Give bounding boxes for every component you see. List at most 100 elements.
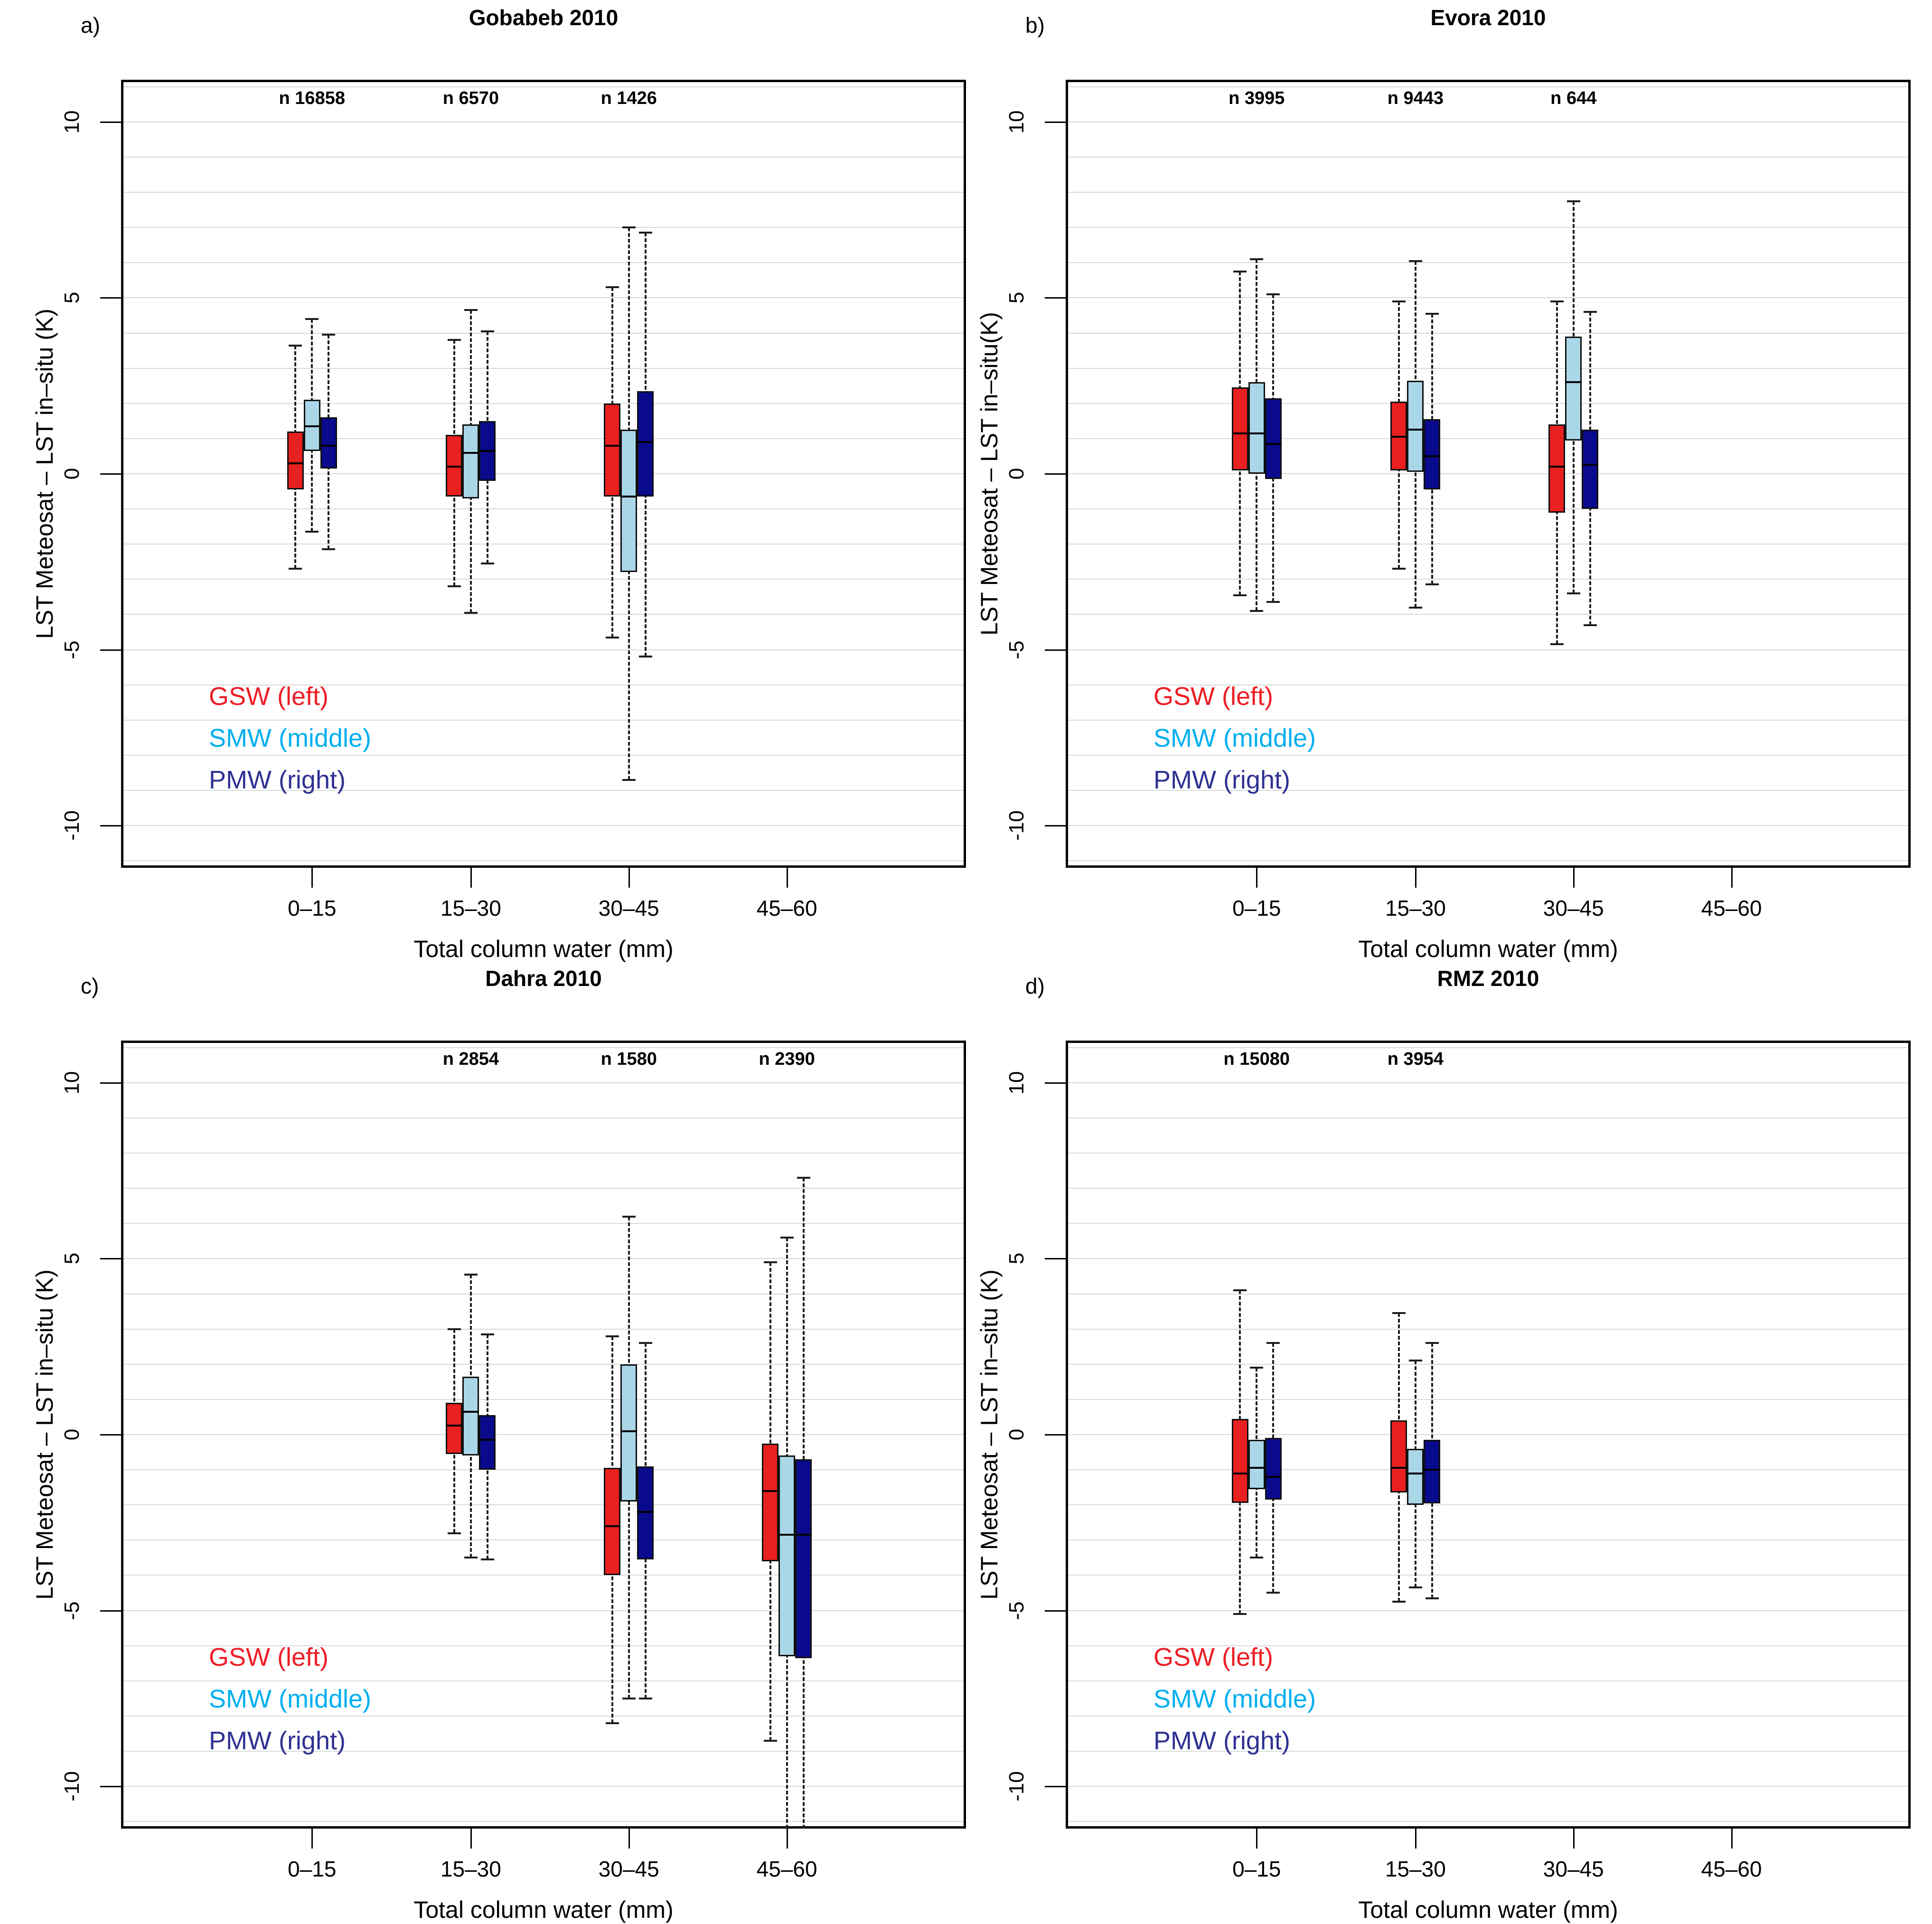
pmw-median-line bbox=[1582, 464, 1599, 466]
x-axis-tick bbox=[1415, 1829, 1416, 1849]
panel-title: RMZ 2010 bbox=[1437, 966, 1539, 991]
y-axis-tick bbox=[1045, 1258, 1066, 1260]
smw-median-line bbox=[778, 1534, 796, 1536]
y-gridline bbox=[1066, 719, 1911, 721]
x-axis-title: Total column water (mm) bbox=[413, 936, 674, 962]
legend-item-smw: SMW (middle) bbox=[209, 724, 372, 752]
y-gridline bbox=[121, 1715, 966, 1717]
x-axis-tick bbox=[786, 868, 788, 888]
y-gridline bbox=[121, 297, 966, 299]
gsw-whisker-cap bbox=[1550, 643, 1564, 646]
y-gridline bbox=[121, 1610, 966, 1611]
sample-count-label: n 16858 bbox=[279, 88, 345, 108]
legend-item-smw: SMW (middle) bbox=[209, 1685, 372, 1713]
smw-box bbox=[778, 1455, 796, 1656]
gsw-whisker-cap bbox=[605, 636, 619, 638]
y-gridline bbox=[1066, 473, 1911, 474]
y-axis-tick bbox=[100, 121, 121, 123]
smw-median-line bbox=[620, 1430, 638, 1432]
y-gridline bbox=[121, 1047, 966, 1048]
panel-label: c) bbox=[81, 974, 99, 998]
y-axis-tick bbox=[1045, 1434, 1066, 1436]
y-axis-tick bbox=[100, 1082, 121, 1084]
y-axis-title: LST Meteosat – LST in–situ (K) bbox=[31, 1269, 58, 1600]
x-axis-tick-label: 45–60 bbox=[1701, 1857, 1762, 1881]
x-axis-tick-label: 30–45 bbox=[1543, 896, 1604, 920]
smw-whisker-cap bbox=[305, 318, 319, 320]
gsw-box bbox=[604, 403, 621, 497]
y-axis-tick bbox=[1045, 649, 1066, 651]
sample-count-label: n 2390 bbox=[759, 1049, 815, 1069]
y-gridline bbox=[1066, 614, 1911, 615]
y-gridline bbox=[1066, 1610, 1911, 1611]
gsw-whisker-cap bbox=[1233, 1289, 1247, 1292]
smw-whisker-cap bbox=[464, 1273, 478, 1276]
gsw-whisker-cap bbox=[763, 1739, 777, 1742]
sample-count-label: n 3995 bbox=[1229, 88, 1285, 108]
sample-count-label: n 9443 bbox=[1387, 88, 1444, 108]
legend-item-gsw: GSW (left) bbox=[1154, 1643, 1273, 1671]
smw-whisker-cap bbox=[305, 531, 319, 533]
y-axis-tick bbox=[1045, 473, 1066, 475]
y-gridline bbox=[1066, 86, 1911, 87]
y-gridline bbox=[121, 192, 966, 193]
gsw-median-line bbox=[1390, 1467, 1407, 1469]
plot-area bbox=[1066, 80, 1911, 868]
y-gridline bbox=[1066, 1786, 1911, 1787]
y-axis-tick bbox=[1045, 121, 1066, 123]
smw-whisker-cap bbox=[1250, 1367, 1264, 1369]
y-gridline bbox=[121, 860, 966, 862]
y-gridline bbox=[121, 262, 966, 263]
y-gridline bbox=[1066, 1434, 1911, 1435]
pmw-median-line bbox=[1424, 455, 1441, 457]
x-axis-tick-label: 30–45 bbox=[598, 896, 659, 920]
x-axis-tick bbox=[1573, 1829, 1575, 1849]
x-axis-tick bbox=[1731, 868, 1733, 888]
gsw-box bbox=[1548, 424, 1566, 513]
gsw-whisker-cap bbox=[605, 286, 619, 289]
smw-whisker-cap bbox=[622, 1215, 636, 1218]
x-axis-tick-label: 45–60 bbox=[1701, 896, 1762, 920]
y-gridline bbox=[121, 1293, 966, 1295]
y-axis-tick bbox=[100, 1258, 121, 1260]
y-gridline bbox=[1066, 438, 1911, 439]
y-gridline bbox=[1066, 1645, 1911, 1646]
x-axis-title: Total column water (mm) bbox=[1358, 936, 1618, 962]
gsw-whisker-cap bbox=[1233, 270, 1247, 272]
gsw-whisker-cap bbox=[447, 1532, 461, 1534]
x-axis-title: Total column water (mm) bbox=[413, 1896, 674, 1923]
gsw-whisker-cap bbox=[1233, 1613, 1247, 1615]
y-gridline bbox=[1066, 860, 1911, 862]
smw-median-line bbox=[303, 425, 320, 427]
pmw-whisker-cap bbox=[1425, 312, 1439, 315]
gsw-whisker-cap bbox=[289, 344, 302, 347]
y-gridline bbox=[121, 1398, 966, 1400]
pmw-whisker-cap bbox=[322, 334, 336, 336]
y-gridline bbox=[121, 1188, 966, 1189]
y-gridline bbox=[1066, 579, 1911, 580]
y-gridline bbox=[121, 649, 966, 650]
legend-item-pmw: PMW (right) bbox=[1154, 1727, 1290, 1755]
sample-count-label: n 1426 bbox=[600, 88, 657, 108]
gsw-whisker-cap bbox=[605, 1722, 619, 1724]
x-axis-tick bbox=[470, 1829, 472, 1849]
x-axis-tick-label: 15–30 bbox=[440, 896, 501, 920]
smw-median-line bbox=[1565, 381, 1582, 384]
smw-median-line bbox=[1407, 429, 1424, 431]
smw-whisker-cap bbox=[1250, 258, 1264, 260]
pmw-whisker-cap bbox=[1266, 1592, 1280, 1594]
pmw-median-line bbox=[479, 1439, 496, 1441]
smw-box bbox=[620, 430, 638, 573]
y-gridline bbox=[121, 508, 966, 510]
y-gridline bbox=[1066, 1821, 1911, 1822]
smw-box bbox=[1407, 380, 1424, 472]
legend-item-pmw: PMW (right) bbox=[209, 1727, 346, 1755]
plot-area bbox=[121, 1041, 966, 1829]
y-gridline bbox=[1066, 1575, 1911, 1576]
y-gridline bbox=[121, 403, 966, 404]
pmw-whisker-cap bbox=[480, 1558, 494, 1561]
smw-whisker-cap bbox=[1408, 606, 1422, 609]
y-gridline bbox=[121, 367, 966, 369]
pmw-whisker-cap bbox=[480, 562, 494, 564]
panel-title: Gobabeb 2010 bbox=[469, 5, 619, 30]
